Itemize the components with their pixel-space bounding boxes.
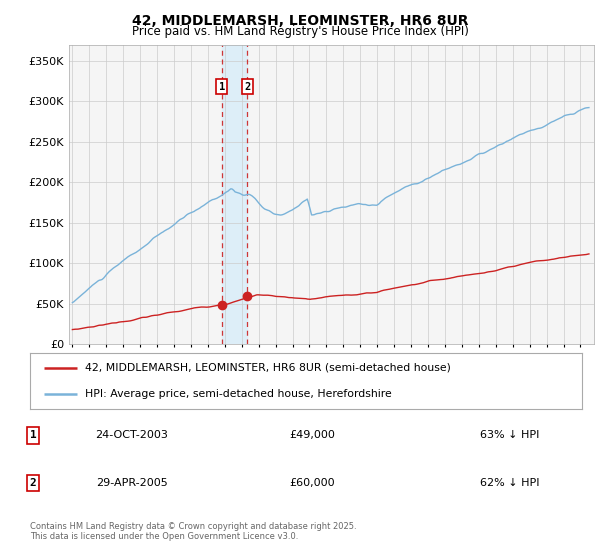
Text: 29-APR-2005: 29-APR-2005 (96, 478, 168, 488)
Text: 42, MIDDLEMARSH, LEOMINSTER, HR6 8UR: 42, MIDDLEMARSH, LEOMINSTER, HR6 8UR (132, 14, 468, 28)
Text: 24-OCT-2003: 24-OCT-2003 (95, 431, 169, 440)
Bar (222, 45, 247, 344)
Text: Contains HM Land Registry data © Crown copyright and database right 2025.
This d: Contains HM Land Registry data © Crown c… (30, 522, 356, 542)
Text: 1: 1 (29, 431, 37, 440)
Text: 62% ↓ HPI: 62% ↓ HPI (480, 478, 539, 488)
Text: £60,000: £60,000 (289, 478, 335, 488)
Text: HPI: Average price, semi-detached house, Herefordshire: HPI: Average price, semi-detached house,… (85, 389, 392, 399)
Text: 1: 1 (218, 82, 225, 92)
Text: Price paid vs. HM Land Registry's House Price Index (HPI): Price paid vs. HM Land Registry's House … (131, 25, 469, 38)
Text: 63% ↓ HPI: 63% ↓ HPI (480, 431, 539, 440)
Text: 2: 2 (244, 82, 250, 92)
Text: 42, MIDDLEMARSH, LEOMINSTER, HR6 8UR (semi-detached house): 42, MIDDLEMARSH, LEOMINSTER, HR6 8UR (se… (85, 363, 451, 373)
Text: 2: 2 (29, 478, 37, 488)
Text: £49,000: £49,000 (289, 431, 335, 440)
